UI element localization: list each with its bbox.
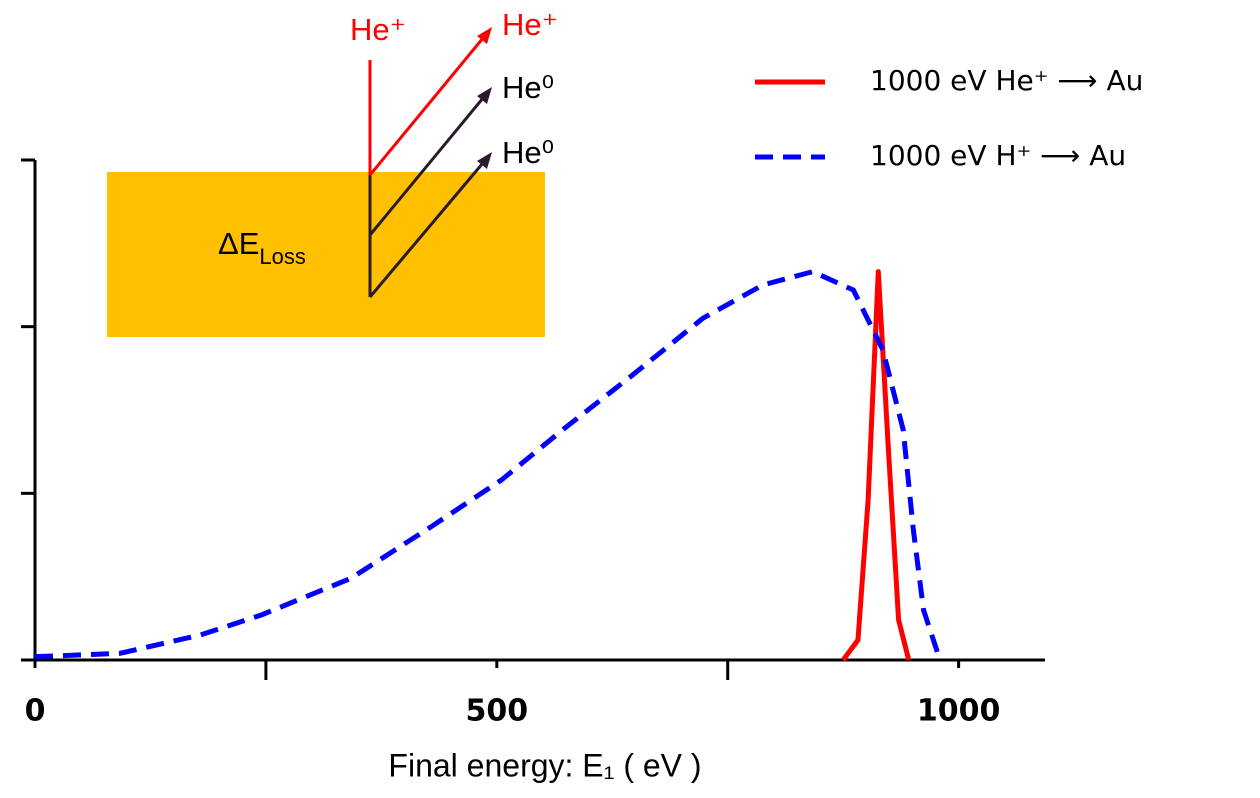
- annotation: He⁺: [350, 12, 406, 47]
- reflected-path: [368, 31, 490, 176]
- arrow-head: [477, 87, 492, 104]
- series-line: [34, 269, 941, 660]
- x-axis-label: Final energy: E₁ ( eV ): [388, 747, 701, 783]
- x-tick-label: 0: [25, 694, 46, 729]
- annotation: He⁰: [502, 70, 554, 105]
- x-tick-label: 1000: [917, 694, 1001, 729]
- legend-label: 1000 eV He⁺ ⟶ Au: [870, 64, 1143, 97]
- legend-label: 1000 eV H⁺ ⟶ Au: [870, 139, 1126, 172]
- arrow-head: [477, 27, 492, 44]
- x-tick-label: 500: [466, 694, 529, 729]
- inset-diagram: [368, 27, 492, 298]
- annotation-sub: Loss: [259, 244, 305, 269]
- series-line: [841, 269, 912, 662]
- reflected-path: [368, 156, 490, 298]
- inset-target: [107, 172, 545, 337]
- annotation: ΔELoss: [218, 226, 306, 269]
- arrow-head: [477, 152, 492, 169]
- annotation-main: ΔE: [218, 226, 259, 261]
- reflected-path: [368, 91, 490, 236]
- annotation: He⁺: [502, 7, 558, 42]
- annotation: He⁰: [502, 135, 554, 170]
